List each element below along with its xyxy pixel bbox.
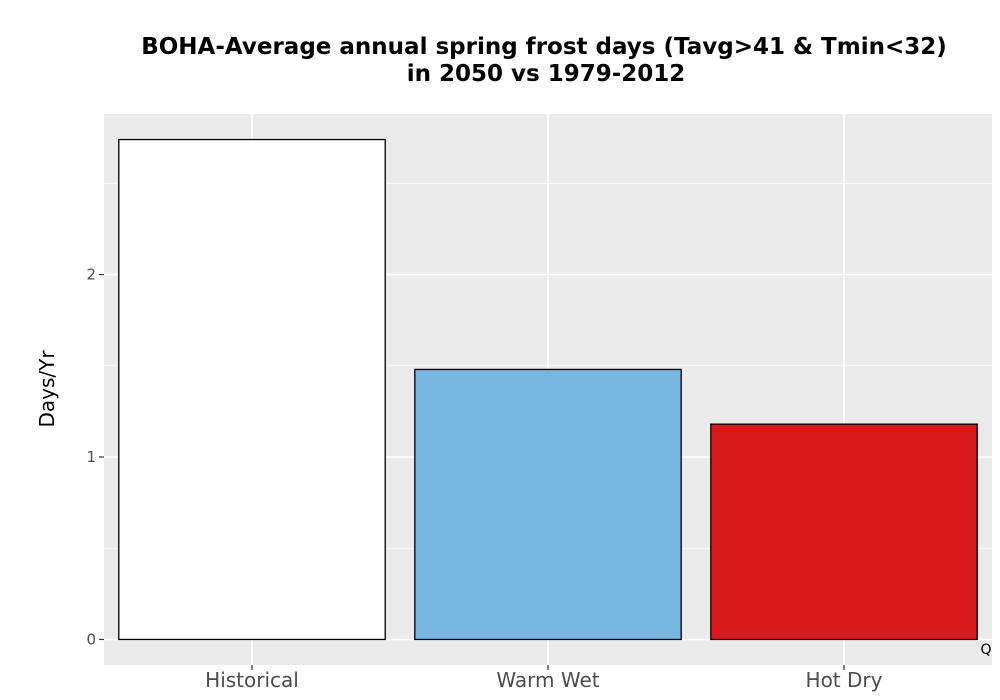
y-axis-title: Days/Yr	[35, 350, 59, 428]
y-axis: 0 1 2	[86, 266, 104, 648]
x-tick-label-1: Warm Wet	[496, 668, 599, 692]
bar-historical	[118, 138, 386, 641]
x-tick-label-0: Historical	[205, 668, 299, 692]
x-axis: Historical Warm Wet Hot Dry	[205, 665, 883, 692]
chart-title-line-2: in 2050 vs 1979-2012	[407, 61, 686, 87]
bars	[118, 138, 978, 641]
corner-note: Q	[980, 642, 991, 658]
x-tick-label-2: Hot Dry	[806, 668, 883, 692]
bar-hot-dry	[710, 423, 978, 641]
y-tick-label-1: 1	[86, 448, 96, 466]
chart-title-line-1: BOHA-Average annual spring frost days (T…	[141, 34, 947, 60]
bar-warm-wet	[414, 368, 682, 641]
y-tick-label-2: 2	[86, 266, 96, 284]
y-tick-label-0: 0	[86, 630, 96, 648]
